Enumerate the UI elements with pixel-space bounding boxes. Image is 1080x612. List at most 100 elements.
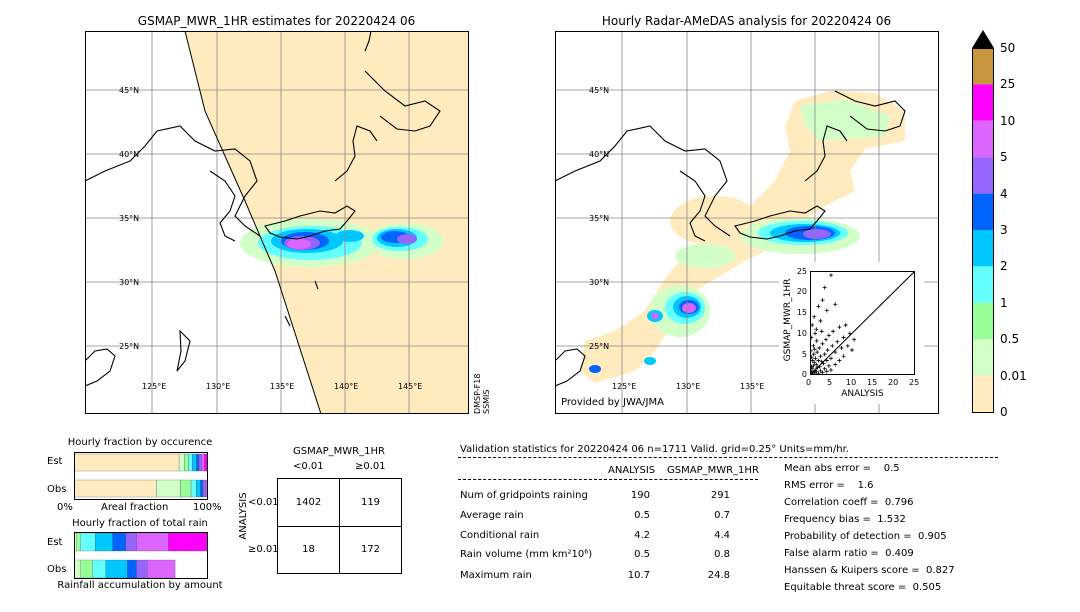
colorbar-segment xyxy=(972,375,994,412)
scatter-point xyxy=(812,370,817,375)
scatter-point xyxy=(814,338,819,343)
contingency-row-axis: ANALYSIS xyxy=(238,492,249,540)
scatter-point xyxy=(819,329,824,334)
scatter-point xyxy=(818,318,823,323)
stack-segment xyxy=(202,479,206,498)
stack-segment xyxy=(156,479,181,498)
stack-segment xyxy=(76,532,81,552)
right-lat-30: 30°N xyxy=(589,278,609,287)
stack-segment xyxy=(95,532,113,552)
colorbar-segment xyxy=(972,120,994,158)
scatter-point xyxy=(824,358,829,363)
scatter-point xyxy=(829,273,833,278)
colorbar-tick-label: 0.01 xyxy=(1000,368,1027,383)
validation-row-gsmap: 291 xyxy=(710,490,730,501)
contingency-title: GSMAP_MWR_1HR xyxy=(293,446,385,457)
occurrence-chart xyxy=(74,452,208,500)
colorbar-segment xyxy=(972,230,994,267)
stack-segment xyxy=(127,559,137,579)
stack-segment xyxy=(168,532,208,552)
validation-col-analysis: ANALYSIS xyxy=(608,465,656,476)
scatter-point xyxy=(810,366,815,371)
scatter-point xyxy=(824,369,829,374)
scatter-xtick-10: 10 xyxy=(846,378,857,387)
right-lat-40: 40°N xyxy=(589,150,609,159)
stack-segment xyxy=(196,453,200,472)
scatter-point xyxy=(824,308,829,313)
left-lon-145: 145°E xyxy=(398,382,422,391)
scatter-point xyxy=(810,348,813,353)
scatter-point xyxy=(815,365,820,370)
scatter-point xyxy=(817,345,822,350)
scatter-point xyxy=(843,323,848,328)
stack-segment xyxy=(205,479,208,498)
stack-segment xyxy=(147,559,176,579)
colorbar-overflow-triangle xyxy=(972,30,994,48)
scatter-point xyxy=(847,331,852,336)
total-rain-title: Hourly fraction of total rain xyxy=(72,518,208,529)
contingency-row-0: <0.01 xyxy=(248,497,279,508)
scatter-point xyxy=(820,341,825,346)
occurrence-axis-left: 0% xyxy=(57,502,73,513)
validation-row-analysis: 4.2 xyxy=(634,530,650,541)
right-map-coastline xyxy=(555,90,906,387)
occurrence-obs-label: Obs xyxy=(47,484,67,495)
right-lat-35: 35°N xyxy=(589,214,609,223)
validation-row-analysis: 0.5 xyxy=(634,549,650,560)
scatter-ytick-20: 20 xyxy=(796,287,807,296)
validation-row-gsmap: 24.8 xyxy=(707,570,730,581)
left-lon-140: 140°E xyxy=(334,382,358,391)
colorbar-tick-label: 3 xyxy=(1000,223,1008,237)
stack-segment xyxy=(196,479,201,498)
colorbar-tick-label: 1 xyxy=(1000,295,1008,310)
scatter-ylabel: GSMAP_MWR_1HR xyxy=(783,278,793,362)
colorbar-segment xyxy=(972,48,994,85)
occurrence-est-label: Est xyxy=(47,456,63,467)
left-lat-40: 40°N xyxy=(119,150,139,159)
scatter-point xyxy=(820,370,825,375)
occurrence-title: Hourly fraction by occurence xyxy=(67,437,213,448)
colorbar-segment xyxy=(972,193,994,230)
left-map: 45°N 40°N 35°N 30°N 25°N 125°E 130°E 135… xyxy=(85,31,469,414)
scatter-point xyxy=(814,369,819,374)
colorbar-tick-label: 5 xyxy=(1000,150,1008,165)
scatter-point xyxy=(845,343,850,348)
colorbar-tick-label: 25 xyxy=(1000,77,1016,92)
score-ets: Equitable threat score = 0.505 xyxy=(784,582,942,593)
scatter-point xyxy=(812,347,817,352)
scatter-point xyxy=(829,356,833,361)
scatter-point xyxy=(837,358,842,363)
left-lon-130: 130°E xyxy=(206,382,230,391)
validation-col-gsmap: GSMAP_MWR_1HR xyxy=(667,465,759,476)
scatter-point xyxy=(826,333,831,338)
scatter-point xyxy=(833,302,838,307)
left-lon-125: 125°E xyxy=(142,382,166,391)
colorbar-tick-label: 0.5 xyxy=(1000,332,1020,347)
scatter-xtick-5: 5 xyxy=(827,378,833,387)
colorbar-tick-label: 0 xyxy=(1000,405,1008,419)
scatter-point xyxy=(817,364,822,369)
contingency-col-0: <0.01 xyxy=(293,461,324,472)
scatter-xtick-25: 25 xyxy=(909,378,920,387)
scatter-ytick-0: 0 xyxy=(801,370,807,379)
occurrence-axis-right: 100% xyxy=(193,502,222,513)
left-lon-135: 135°E xyxy=(270,382,294,391)
scatter-ytick-5: 5 xyxy=(801,350,807,359)
contingency-col-1: ≥0.01 xyxy=(355,461,386,472)
colorbar-segment xyxy=(972,157,994,194)
scatter-point xyxy=(811,352,816,357)
scatter-point xyxy=(815,350,820,355)
validation-row-label: Average rain xyxy=(460,510,524,521)
left-map-side-label: DMSP-F18 SSMIS xyxy=(473,373,491,414)
scatter-point xyxy=(814,362,819,367)
score-mean-abs-error: Mean abs error = 0.5 xyxy=(784,463,900,474)
validation-row-gsmap: 0.8 xyxy=(714,549,730,560)
stack-segment xyxy=(178,453,185,472)
validation-divider xyxy=(458,457,998,458)
colorbar-tick-label: 50 xyxy=(1000,41,1016,55)
colorbar-segment xyxy=(972,302,994,340)
scatter-ytick-25: 25 xyxy=(796,267,807,276)
score-correlation: Correlation coeff = 0.796 xyxy=(784,497,914,508)
scatter-point xyxy=(816,358,821,363)
right-map: 45°N 40°N 35°N 30°N 25°N 125°E 130°E 135… xyxy=(555,31,939,414)
